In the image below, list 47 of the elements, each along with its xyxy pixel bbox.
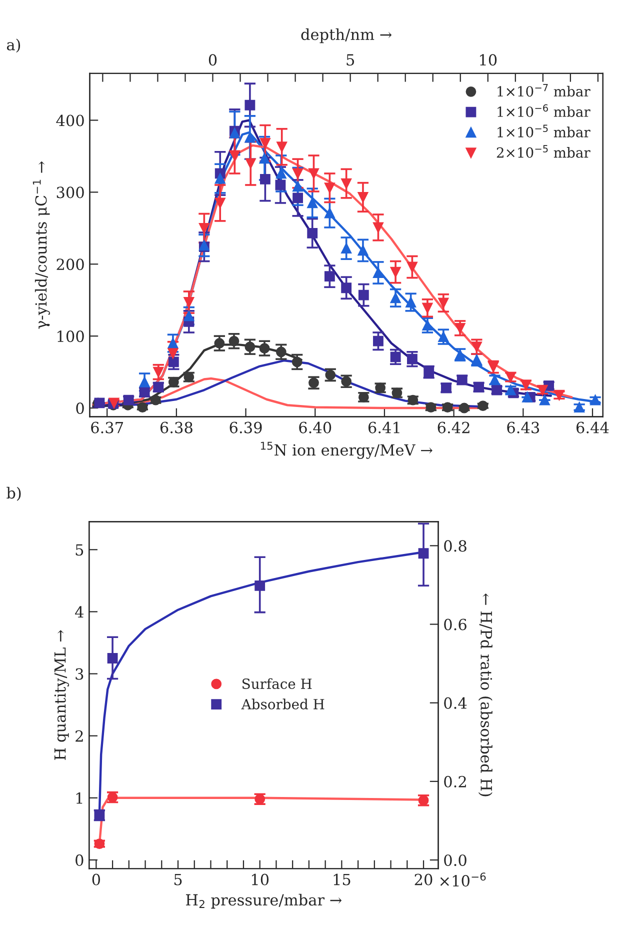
y2-tick-label: 0.0 (444, 854, 466, 866)
legend-label: 1×10$^{−5}$ mbar (498, 124, 590, 138)
y-tick-label: 0 (76, 854, 84, 866)
x-tick-label: 0 (92, 874, 100, 886)
x-tick-label: 10 (252, 874, 269, 886)
y-tick-label: 200 (56, 258, 84, 270)
x-tick-label: 15 (334, 874, 350, 886)
x-tick-label: 6.40 (299, 422, 332, 434)
x-tick-label: 5 (174, 874, 182, 886)
x-tick-label: 6.37 (91, 422, 123, 434)
y-tick-label: 0 (76, 402, 84, 414)
y-axis-title: γ-yield/counts μC$^{−1}$ → (32, 161, 50, 329)
legend-label: Absorbed H (241, 698, 324, 710)
text: a) (6, 38, 20, 53)
y-tick-label: 100 (58, 330, 84, 342)
y-tick-label: 2 (76, 730, 83, 742)
y2-tick-label: 0.8 (444, 540, 466, 552)
y2-tick-label: 0.4 (444, 697, 467, 709)
x-tick-label: 6.44 (576, 422, 609, 434)
x-tick-label: 6.39 (230, 422, 262, 434)
y2-tick-label: 0.2 (444, 776, 466, 788)
y2-axis-title: ← H/Pd ratio (absorbed H) (478, 594, 492, 796)
text: b) (6, 486, 21, 501)
x-tick-label: 6.42 (438, 422, 470, 434)
x2-tick-label: 10 (480, 54, 497, 66)
y-axis-title: H quantity/ML → (54, 630, 69, 760)
text: ×10$^{−6}$ (440, 872, 486, 887)
y-tick-label: 4 (75, 606, 84, 618)
legend-label: 1×10$^{−7}$ mbar (498, 84, 590, 97)
x-axis-title: H$_{2}$ pressure/mbar → (186, 894, 342, 909)
y-tick-label: 400 (56, 114, 84, 126)
x2-tick-label: 5 (346, 54, 354, 66)
legend-label: 1×10$^{−6}$ mbar (498, 104, 590, 117)
legend-label: 2×10$^{−5}$ mbar (496, 145, 590, 158)
y-tick-label: 1 (76, 792, 82, 804)
x-tick-label: 20 (414, 874, 432, 886)
x-tick-label: 6.41 (368, 422, 400, 434)
x-axis-title: $^{15}$N ion energy/MeV → (260, 442, 432, 459)
x2-axis-title: depth/nm → (301, 28, 392, 44)
x-tick-label: 6.38 (160, 422, 192, 434)
x2-tick-label: 0 (208, 54, 217, 66)
y-tick-label: 300 (56, 186, 84, 198)
x-tick-label: 6.43 (507, 422, 540, 434)
legend-label: Surface H (242, 678, 312, 690)
y-tick-label: 3 (76, 668, 84, 680)
y-tick-label: 5 (76, 544, 84, 556)
y2-tick-label: 0.6 (444, 618, 466, 630)
